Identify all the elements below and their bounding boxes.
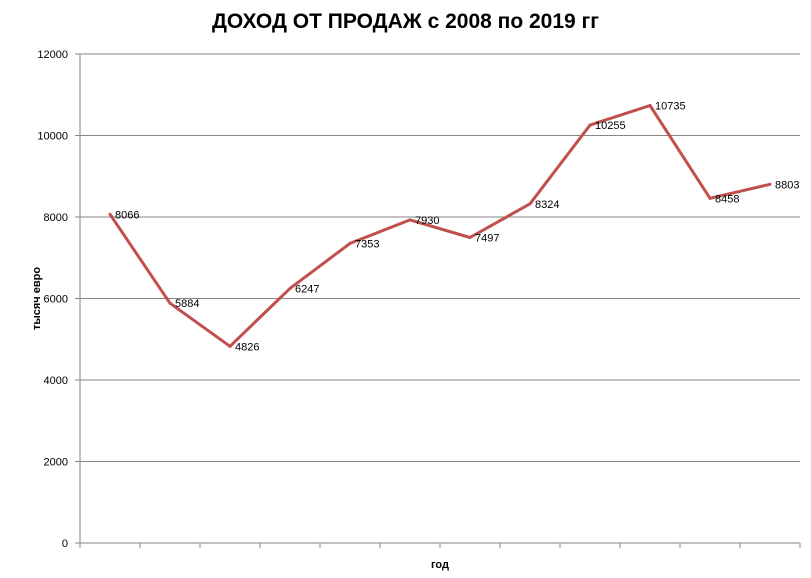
data-label: 7353: [355, 238, 379, 250]
data-point: [228, 344, 232, 348]
y-tick-label: 6000: [44, 294, 68, 306]
x-axis-title: год: [431, 559, 449, 571]
y-tick-label: 4000: [44, 375, 68, 387]
y-tick-label: 12000: [37, 49, 68, 61]
data-label: 6247: [295, 283, 319, 295]
data-point: [168, 301, 172, 305]
data-point: [108, 212, 112, 216]
gridlines: [80, 53, 800, 462]
data-label: 5884: [175, 298, 199, 310]
axes: [75, 53, 801, 548]
data-label: 7930: [415, 215, 439, 227]
data-point: [528, 202, 532, 206]
series-line: [108, 104, 771, 348]
data-label: 4826: [235, 341, 259, 353]
data-labels: 8066 5884 4826 6247 7353 7930 7497 8324 10255 107…: [115, 101, 799, 354]
data-point: [408, 218, 412, 222]
data-label: 10255: [595, 120, 626, 132]
y-tick-labels: 0 2000 4000 6000 8000 10000 12000: [37, 49, 68, 550]
chart-title: ДОХОД ОТ ПРОДАЖ с 2008 по 2019 гг: [211, 10, 600, 33]
data-point: [288, 286, 292, 290]
data-label: 7497: [475, 232, 499, 244]
data-point: [648, 104, 652, 108]
data-label: 8324: [535, 199, 559, 211]
data-point: [708, 196, 712, 200]
data-point: [768, 182, 772, 186]
series-group: [108, 104, 772, 348]
y-tick-label: 10000: [37, 131, 68, 143]
data-label: 8803: [775, 179, 799, 191]
data-label: 8458: [715, 193, 739, 205]
y-axis-title: тысяч евро: [31, 267, 43, 330]
data-point: [588, 123, 592, 127]
y-tick-label: 8000: [44, 212, 68, 224]
data-point: [348, 241, 352, 245]
y-tick-label: 2000: [44, 457, 68, 469]
data-label: 8066: [115, 209, 139, 221]
data-point: [468, 235, 472, 239]
y-tick-label: 0: [62, 538, 68, 550]
data-label: 10735: [655, 101, 686, 113]
